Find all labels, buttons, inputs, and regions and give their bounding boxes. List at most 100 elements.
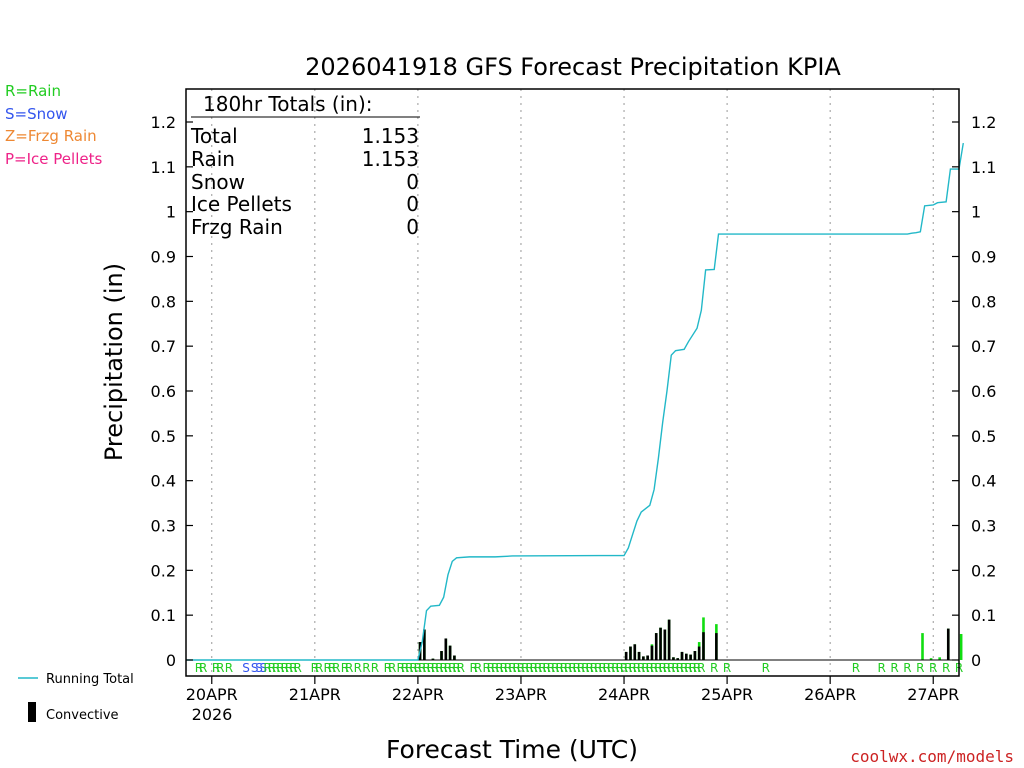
convective-bar-4 xyxy=(444,638,448,660)
convective-bar-1 xyxy=(423,629,426,660)
y-tick-label-left-6: 0.6 xyxy=(151,382,176,401)
ptype-marker-78: R xyxy=(620,661,628,675)
y-axis-label: Precipitation (in) xyxy=(100,263,128,461)
ptype-marker-49: R xyxy=(495,661,503,675)
ptype-marker-6: S xyxy=(251,661,259,675)
ptype-marker-53: R xyxy=(513,661,521,675)
ptype-marker-69: R xyxy=(581,661,589,675)
x-tick-label-2: 22APR xyxy=(392,685,444,704)
totals-label-frzg-rain: Frzg Rain xyxy=(191,215,283,239)
ptype-marker-84: R xyxy=(646,661,654,675)
convective-bar-30 xyxy=(946,628,950,660)
convective-bar-22 xyxy=(689,654,692,660)
y-tick-label-right-1: 0.1 xyxy=(971,606,996,625)
ptype-marker-77: R xyxy=(616,661,624,675)
convective-swatch xyxy=(28,702,36,722)
ptype-marker-20: R xyxy=(328,661,336,675)
y-tick-label-left-8: 0.8 xyxy=(151,292,176,311)
ptype-marker-40: R xyxy=(444,661,452,675)
ptype-marker-68: R xyxy=(577,661,585,675)
ptype-marker-18: R xyxy=(315,661,323,675)
ptype-marker-82: R xyxy=(637,661,645,675)
totals-value-snow: 0 xyxy=(406,170,419,194)
ptype-marker-7: S xyxy=(255,661,263,675)
ptype-marker-50: R xyxy=(500,661,508,675)
ptype-marker-95: R xyxy=(693,661,701,675)
ptype-marker-86: R xyxy=(654,661,662,675)
convective-bar-8 xyxy=(629,646,632,660)
ptype-marker-62: R xyxy=(551,661,559,675)
convective-bar-11 xyxy=(642,656,645,660)
convective-bar-12 xyxy=(646,655,649,660)
totals-label-snow: Snow xyxy=(191,170,245,194)
ptype-marker-54: R xyxy=(517,661,525,675)
plot-frame xyxy=(185,88,960,677)
ptype-marker-37: R xyxy=(431,661,439,675)
ptype-marker-93: R xyxy=(684,661,692,675)
ptype-marker-80: R xyxy=(628,661,636,675)
bottom-legend: Running Total Convective xyxy=(18,672,134,723)
convective-bar-5 xyxy=(448,645,452,660)
x-tick-label-3: 23APR xyxy=(495,685,547,704)
x-tick-label-6: 26APR xyxy=(804,685,856,704)
convective-bar-2 xyxy=(431,658,435,660)
ptype-marker-45: R xyxy=(474,661,482,675)
credit-text: coolwx.com/models xyxy=(850,747,1014,766)
ptype-marker-42: R xyxy=(452,661,460,675)
ptype-marker-65: R xyxy=(564,661,572,675)
ptype-marker-26: R xyxy=(371,661,379,675)
ptype-marker-39: R xyxy=(439,661,447,675)
ptype-marker-28: R xyxy=(388,661,396,675)
precip-bar-28 xyxy=(929,658,933,660)
totals-header: 180hr Totals (in): xyxy=(203,92,373,116)
x-tick-label-0: 20APR xyxy=(186,685,238,704)
x-tick-label-5: 25APR xyxy=(701,685,753,704)
ptype-marker-47: R xyxy=(487,661,495,675)
y-tick-label-left-1: 0.1 xyxy=(151,606,176,625)
ptype-marker-38: R xyxy=(435,661,443,675)
precip-bar-29 xyxy=(938,657,941,660)
running-total-legend-label: Running Total xyxy=(46,672,134,687)
ptype-marker-21: R xyxy=(332,661,340,675)
y-tick-label-right-0: 0 xyxy=(971,651,981,670)
ptype-marker-23: R xyxy=(345,661,353,675)
y-tick-label-left-0: 0 xyxy=(166,651,176,670)
ptype-marker-16: R xyxy=(293,661,301,675)
convective-bar-3 xyxy=(440,651,443,660)
y-tick-label-right-11: 1.1 xyxy=(971,158,996,177)
ptype-marker-74: R xyxy=(603,661,611,675)
legend-frzg-rain: Z=Frzg Rain xyxy=(5,127,97,145)
ptype-marker-66: R xyxy=(568,661,576,675)
convective-bar-20 xyxy=(680,651,684,660)
totals-label-ice-pellets: Ice Pellets xyxy=(191,192,292,216)
ptype-marker-27: R xyxy=(384,661,392,675)
ptype-marker-11: R xyxy=(272,661,280,675)
ptype-legend: R=Rain S=Snow Z=Frzg Rain P=Ice Pellets xyxy=(5,82,102,168)
x-tick-label-4: 24APR xyxy=(598,685,650,704)
ptype-marker-30: R xyxy=(401,661,409,675)
ptype-marker-46: R xyxy=(482,661,490,675)
ptype-marker-57: R xyxy=(530,661,538,675)
ptype-marker-90: R xyxy=(671,661,679,675)
ptype-marker-33: R xyxy=(414,661,422,675)
convective-bar-10 xyxy=(637,651,641,660)
ptype-marker-35: R xyxy=(422,661,430,675)
ptype-marker-5: S xyxy=(242,661,250,675)
convective-bar-13 xyxy=(650,645,654,660)
ptype-marker-0: R xyxy=(195,661,203,675)
ptype-marker-73: R xyxy=(598,661,606,675)
ptype-marker-97: R xyxy=(710,661,718,675)
convective-bar-23 xyxy=(693,651,697,660)
running-total-line xyxy=(186,142,964,661)
ptype-marker-76: R xyxy=(611,661,619,675)
ptype-marker-24: R xyxy=(354,661,362,675)
ptype-marker-55: R xyxy=(521,661,529,675)
ptype-marker-98: R xyxy=(723,661,731,675)
ptype-marker-10: R xyxy=(268,661,276,675)
x-tick-label-1: 21APR xyxy=(289,685,341,704)
ptype-marker-29: R xyxy=(397,661,405,675)
x-tick-label-7: 27APR xyxy=(907,685,959,704)
y-tick-label-left-2: 0.2 xyxy=(151,561,176,580)
ptype-marker-63: R xyxy=(555,661,563,675)
y-tick-label-right-5: 0.5 xyxy=(971,427,996,446)
